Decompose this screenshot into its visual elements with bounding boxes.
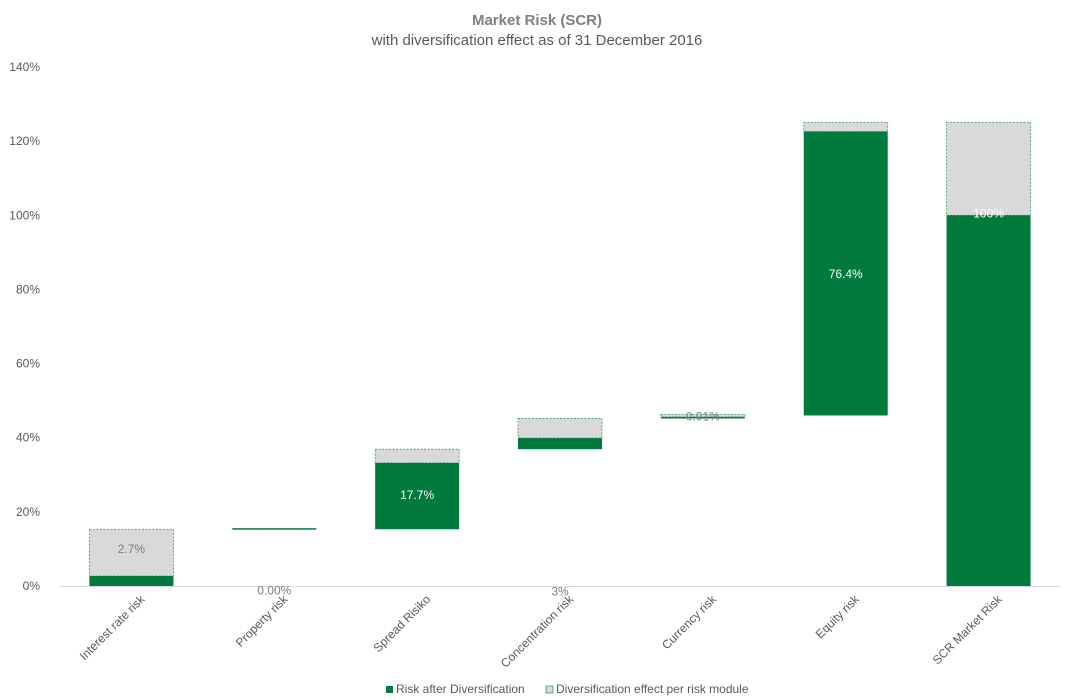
bar-risk-after-diversification <box>375 462 460 530</box>
legend-label-risk: Risk after Diversification <box>396 682 525 696</box>
bar-diversification-effect <box>517 418 603 439</box>
y-tick-label: 120% <box>9 134 40 148</box>
data-label: 2.7% <box>118 542 146 556</box>
y-tick-label: 140% <box>9 60 40 74</box>
category-label: Spread Risiko <box>371 592 434 655</box>
legend-label-diversification: Diversification effect per risk module <box>556 682 749 696</box>
y-tick-label: 20% <box>16 505 40 519</box>
bar-diversification-effect <box>89 528 174 577</box>
bar-diversification-effect <box>660 413 746 418</box>
y-axis: 0% 20% 40% 60% 80% 100% 120% 140% <box>9 60 40 593</box>
category-label: SCR Market Risk <box>930 592 1006 668</box>
bar-diversification-effect <box>374 448 460 464</box>
y-tick-label: 40% <box>16 431 40 445</box>
category-label: Currency risk <box>659 592 720 653</box>
data-label: 17.7% <box>400 488 434 502</box>
bar-diversification-effect <box>803 121 889 132</box>
category-label: Interest rate risk <box>77 592 148 663</box>
y-tick-label: 100% <box>9 208 40 222</box>
data-label: 100% <box>973 206 1004 220</box>
legend-swatch-risk <box>386 686 393 693</box>
category-label: Concentration risk <box>498 592 577 671</box>
y-tick-label: 60% <box>16 357 40 371</box>
chart-subtitle: with diversification effect as of 31 Dec… <box>371 32 703 49</box>
bar-risk-after-diversification <box>89 575 174 586</box>
legend-swatch-diversification <box>545 685 554 694</box>
bar-risk-after-diversification <box>946 215 1031 587</box>
category-label: Property risk <box>233 592 291 650</box>
data-label: 0.00% <box>257 583 291 597</box>
data-labels-layer: 2.7% 0.00% 17.7% 3% 0.01% 76.4% 100% <box>118 206 1004 598</box>
data-label: 0.01% <box>686 410 720 424</box>
bar-risk-after-diversification <box>660 416 745 419</box>
data-label: 76.4% <box>829 267 863 281</box>
legend: Risk after Diversification Diversificatio… <box>386 682 749 696</box>
category-label: Equity risk <box>813 592 863 642</box>
y-tick-label: 0% <box>23 579 41 593</box>
bar-risk-after-diversification <box>803 131 888 416</box>
y-tick-label: 80% <box>16 282 40 296</box>
bar-risk-after-diversification <box>232 528 317 530</box>
x-axis: Interest rate risk Property risk Spread Ri… <box>60 586 1060 671</box>
bars-layer <box>89 121 1031 587</box>
chart-title: Market Risk (SCR) <box>472 12 602 29</box>
bar-diversification-effect <box>946 121 1031 216</box>
data-label: 3% <box>551 585 569 599</box>
bar-risk-after-diversification <box>518 438 602 450</box>
